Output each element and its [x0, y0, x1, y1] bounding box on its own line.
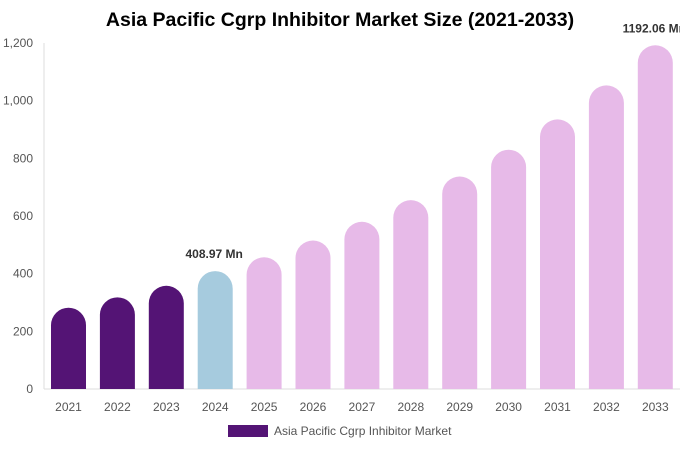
data-label-2033: 1192.06 Mn: [623, 21, 680, 35]
legend-swatch: [228, 425, 268, 437]
x-tick-label: 2021: [55, 400, 82, 414]
legend-label: Asia Pacific Cgrp Inhibitor Market: [274, 424, 452, 438]
bar-2029[interactable]: [442, 176, 478, 389]
x-tick-label: 2029: [446, 400, 473, 414]
x-tick-label: 2025: [251, 400, 278, 414]
bar-2026[interactable]: [295, 240, 331, 389]
bar-2028[interactable]: [393, 200, 429, 389]
x-tick-label: 2027: [349, 400, 376, 414]
y-tick-label: 400: [13, 267, 33, 281]
y-tick-label: 200: [13, 324, 33, 338]
bar-2024[interactable]: [197, 271, 233, 389]
x-tick-label: 2032: [593, 400, 620, 414]
y-tick-label: 0: [26, 382, 33, 396]
bar-2023[interactable]: [148, 285, 184, 389]
bar-2021[interactable]: [51, 307, 86, 389]
bar-2032[interactable]: [588, 85, 624, 389]
x-tick-label: 2028: [397, 400, 424, 414]
legend[interactable]: Asia Pacific Cgrp Inhibitor Market: [228, 424, 451, 438]
x-tick-label: 2022: [104, 400, 131, 414]
bar-2025[interactable]: [246, 257, 282, 389]
chart-title: Asia Pacific Cgrp Inhibitor Market Size …: [105, 9, 575, 31]
bar-2033[interactable]: [637, 45, 673, 389]
x-tick-label: 2023: [153, 400, 180, 414]
bar-2030[interactable]: [491, 149, 527, 389]
x-tick-label: 2030: [495, 400, 522, 414]
x-tick-label: 2033: [642, 400, 669, 414]
y-tick-label: 1,200: [3, 36, 33, 50]
x-tick-label: 2024: [202, 400, 229, 414]
x-tick-label: 2031: [544, 400, 571, 414]
bar-2022[interactable]: [99, 297, 135, 389]
bar-2027[interactable]: [344, 221, 380, 389]
x-tick-label: 2026: [300, 400, 327, 414]
y-tick-label: 800: [13, 151, 33, 165]
bar-2031[interactable]: [540, 119, 575, 390]
y-tick-label: 1,000: [3, 94, 33, 108]
y-tick-label: 600: [13, 209, 33, 223]
data-label-2024: 408.97 Mn: [186, 247, 243, 261]
